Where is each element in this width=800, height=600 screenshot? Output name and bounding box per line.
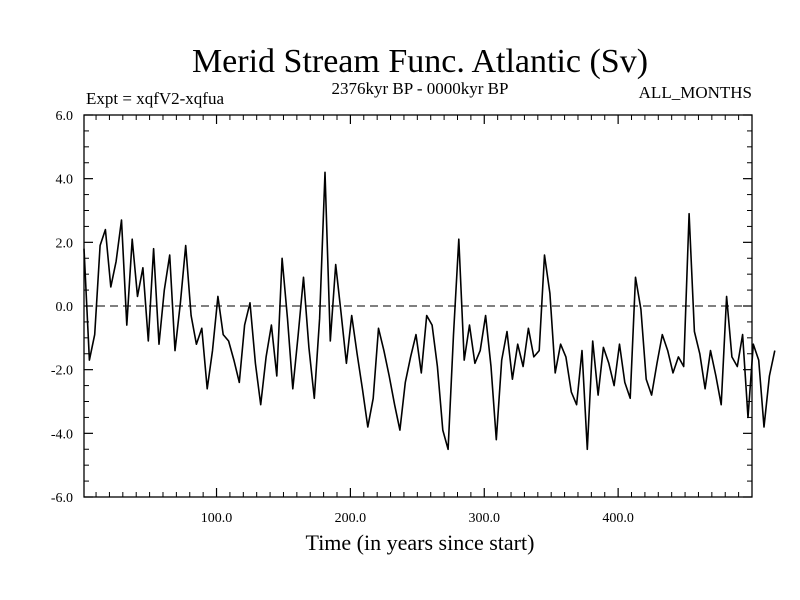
x-tick-label: 200.0	[335, 511, 367, 526]
x-tick-label: 400.0	[602, 511, 634, 526]
x-tick-label: 100.0	[201, 511, 233, 526]
y-tick-label: -6.0	[51, 491, 73, 506]
series-line	[83, 171, 776, 451]
plot-area: -6.0 -4.0 -2.0 0.0 2.0 4.0 6.0 100.0 200.0 300.0…	[51, 109, 776, 526]
x-axis-label: Time (in years since start)	[306, 530, 535, 555]
y-axis: -6.0 -4.0 -2.0 0.0 2.0 4.0 6.0	[51, 109, 752, 506]
y-tick-label: 6.0	[56, 109, 74, 124]
y-tick-label: 2.0	[56, 236, 74, 251]
y-tick-label: -4.0	[51, 427, 73, 442]
y-tick-label: 0.0	[56, 300, 74, 315]
y-tick-label: -2.0	[51, 364, 73, 379]
expt-label: Expt = xqfV2-xqfua	[86, 89, 224, 108]
y-tick-label: 4.0	[56, 173, 74, 188]
x-axis: 100.0 200.0 300.0 400.0	[201, 115, 634, 526]
plot-frame	[83, 114, 753, 498]
period-label: 2376kyr BP - 0000kyr BP	[332, 79, 509, 98]
x-tick-label: 300.0	[469, 511, 501, 526]
minor-ticks	[84, 115, 752, 497]
chart-title: Merid Stream Func. Atlantic (Sv)	[192, 43, 648, 80]
months-label: ALL_MONTHS	[639, 83, 752, 102]
